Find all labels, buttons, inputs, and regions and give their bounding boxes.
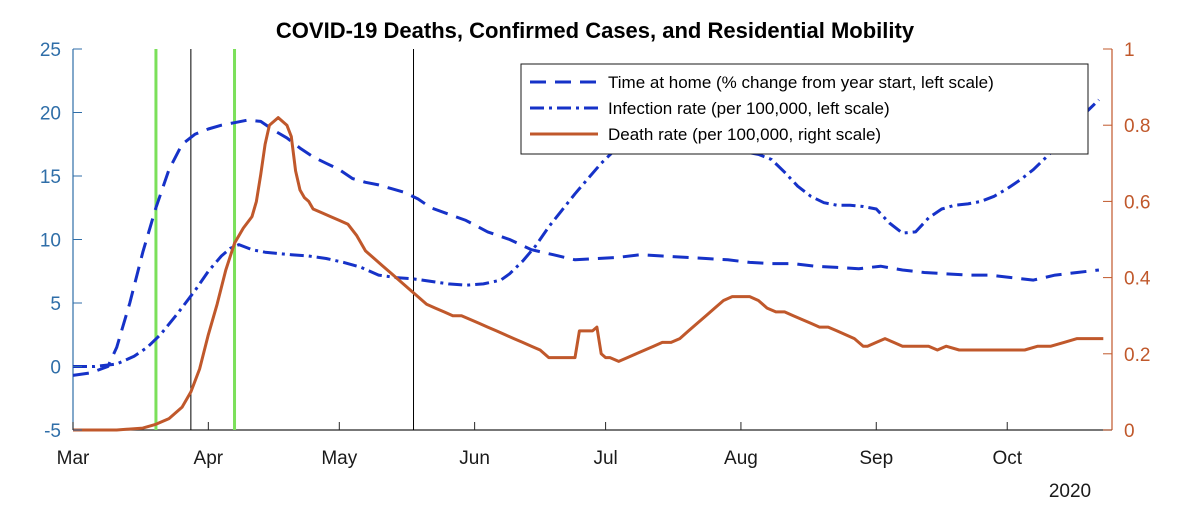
x-tick-label: Apr <box>194 448 224 469</box>
x-tick-label: Mar <box>57 448 90 469</box>
left-tick-label: 25 <box>40 40 61 61</box>
left-tick-label: 20 <box>40 104 61 125</box>
right-axis-ticks: 1 0.8 0.6 0.4 0.2 0 <box>1103 40 1151 442</box>
x-tick-label: Aug <box>724 448 758 469</box>
right-tick-label: 0.8 <box>1124 116 1150 137</box>
x-tick-label: Jun <box>459 448 490 469</box>
left-axis-ticks: 25 20 15 10 5 0 -5 <box>40 40 82 442</box>
legend-box <box>520 63 1089 155</box>
x-tick-label: May <box>321 448 357 469</box>
right-tick-label: 0 <box>1124 421 1135 442</box>
x-tick-label: Oct <box>992 448 1022 469</box>
series-infection-rate-line <box>73 98 1100 368</box>
right-tick-label: 1 <box>1124 40 1135 61</box>
legend-label-infection-rate: Infection rate (per 100,000, left scale) <box>608 99 890 118</box>
right-tick-label: 0.4 <box>1124 269 1151 290</box>
legend-label-time-at-home: Time at home (% change from year start, … <box>608 73 994 92</box>
left-tick-label: 15 <box>40 167 61 188</box>
left-tick-label: 0 <box>50 358 61 379</box>
legend: Time at home (% change from year start, … <box>520 63 1089 155</box>
x-tick-label: Sep <box>859 448 893 469</box>
x-axis-ticks: Mar Apr May Jun Jul Aug Sep Oct <box>57 422 1023 469</box>
series-time-at-home-line <box>72 118 1100 377</box>
right-tick-label: 0.2 <box>1124 345 1150 366</box>
right-tick-label: 0.6 <box>1124 192 1150 213</box>
x-axis-year-label: 2020 <box>1049 481 1091 502</box>
series-layer <box>72 98 1104 432</box>
left-tick-label: -5 <box>44 421 61 442</box>
left-tick-label: 5 <box>50 294 61 315</box>
left-tick-label: 10 <box>40 231 61 252</box>
vertical-marker-lines <box>154 49 415 430</box>
chart-title: COVID-19 Deaths, Confirmed Cases, and Re… <box>276 18 915 43</box>
series-death-rate-line <box>73 116 1104 432</box>
x-tick-label: Jul <box>593 448 617 469</box>
legend-label-death-rate: Death rate (per 100,000, right scale) <box>608 125 881 144</box>
